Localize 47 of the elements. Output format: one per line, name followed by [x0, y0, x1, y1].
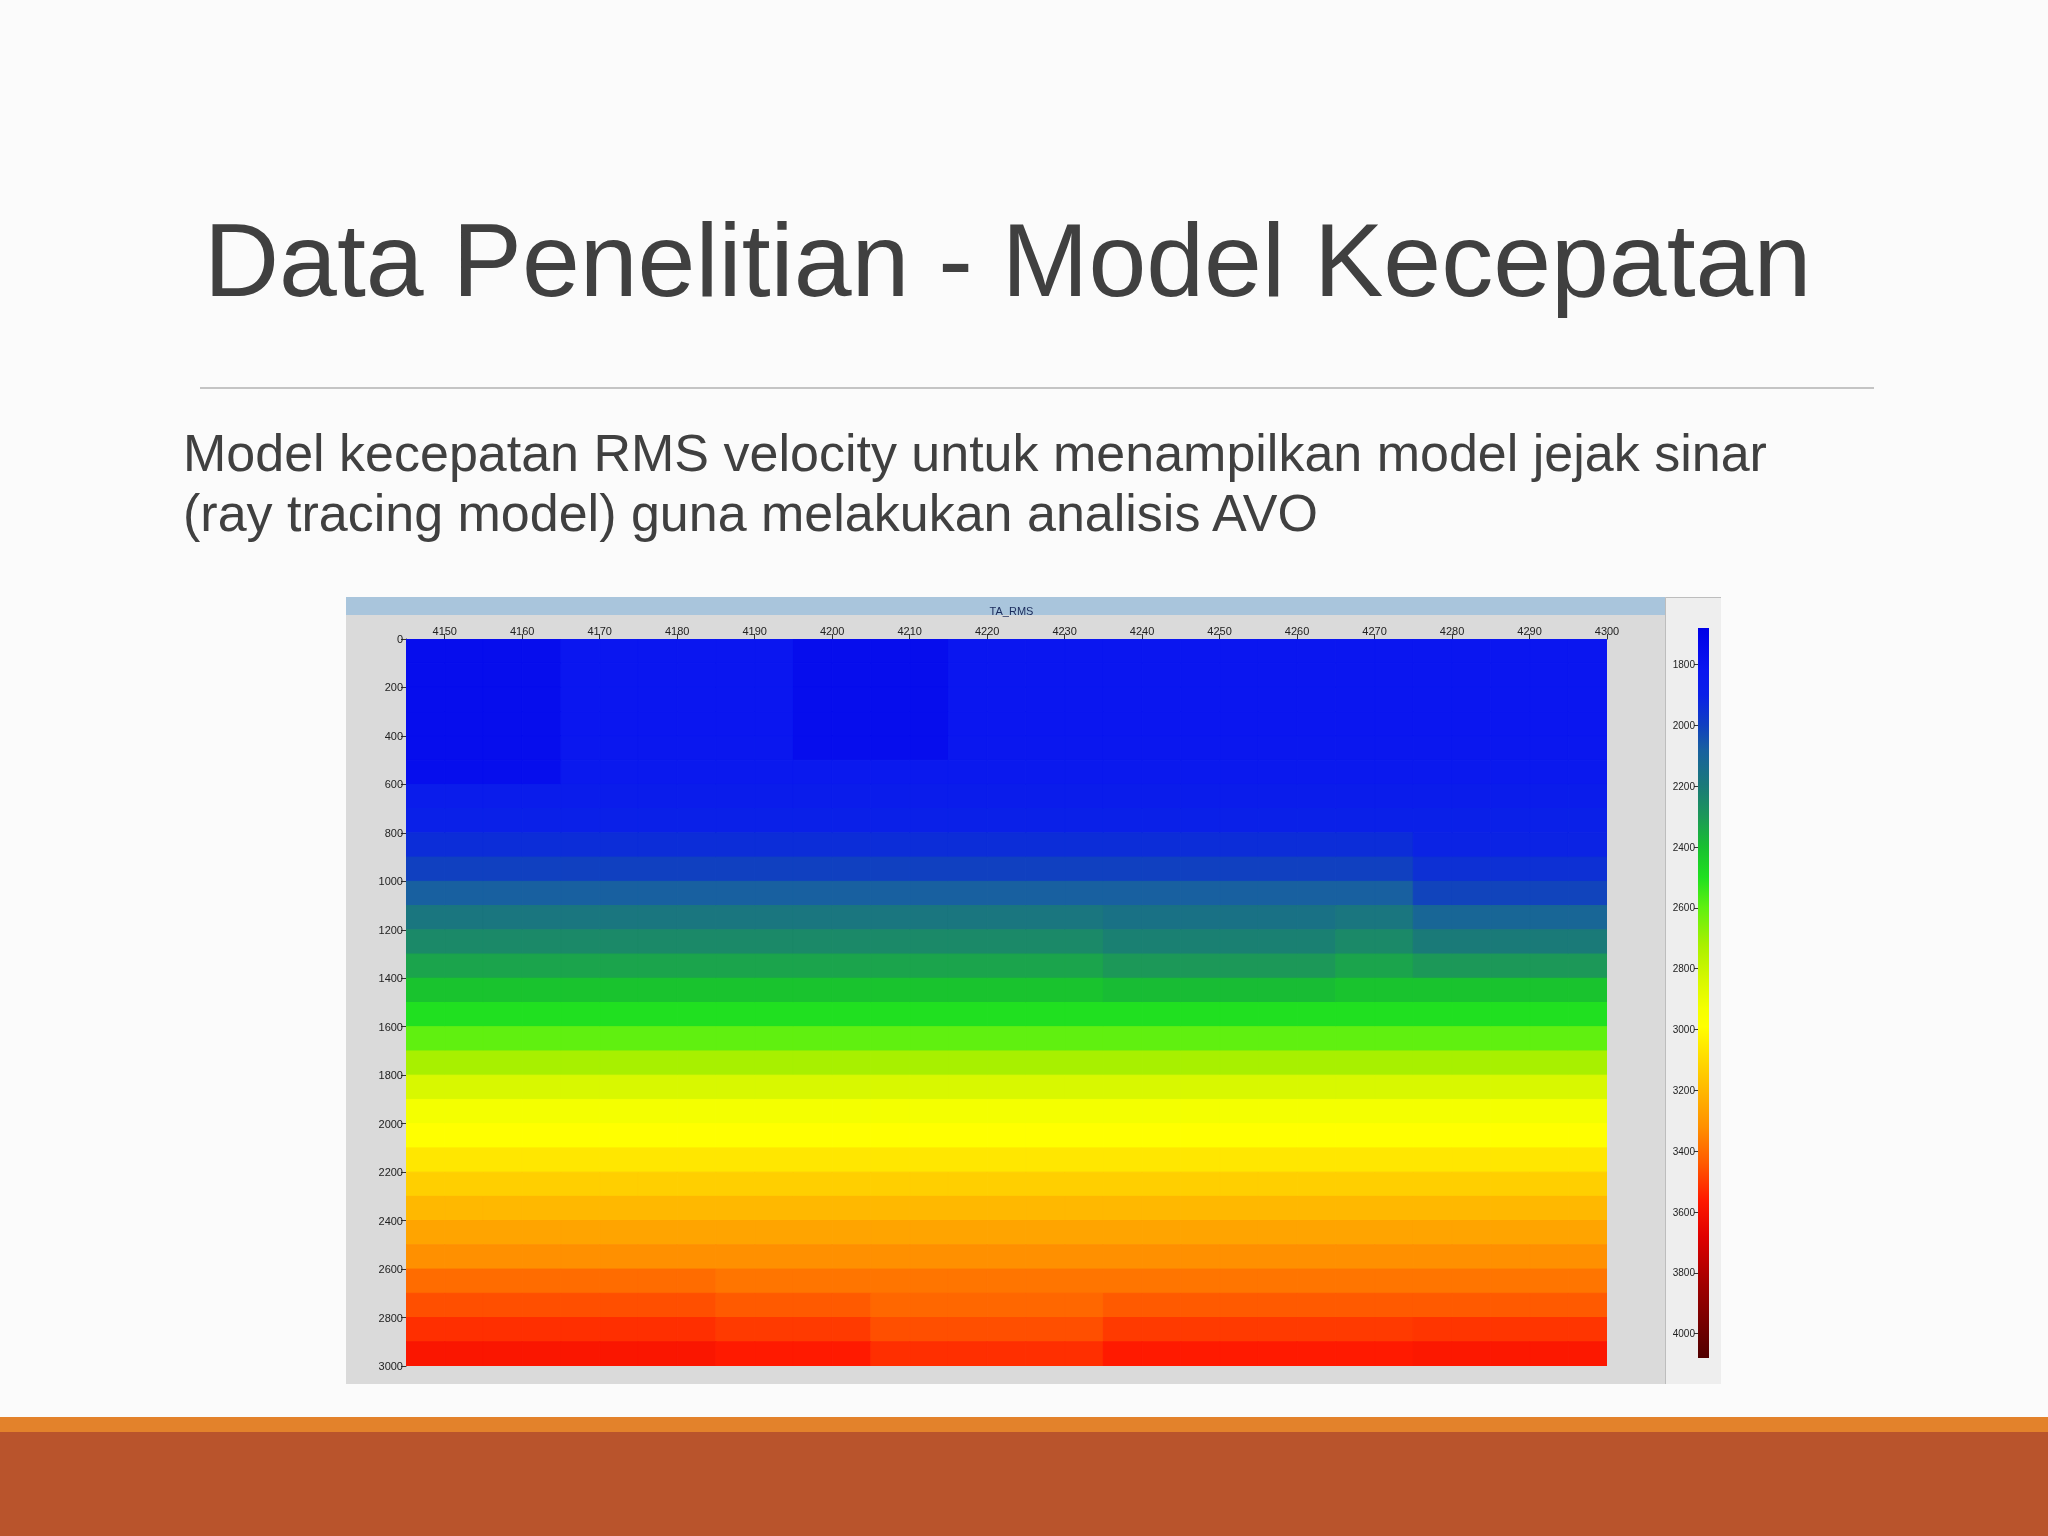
y-tick-label: 2800	[378, 1311, 403, 1324]
y-tick-label: 800	[384, 826, 403, 839]
x-tick-label: 4210	[897, 624, 922, 637]
color-bar-label: 4000	[1672, 1328, 1696, 1340]
y-tick-label: 2400	[378, 1214, 403, 1227]
x-tick-label: 4170	[587, 624, 612, 637]
text: TA_RMS	[989, 604, 1034, 617]
y-tick-label: 2600	[378, 1263, 403, 1276]
y-tick-label: 1200	[378, 923, 403, 936]
x-tick-label: 4300	[1594, 624, 1620, 637]
x-tick-label: 4230	[1052, 624, 1077, 637]
x-tick-label: 4150	[432, 624, 457, 637]
x-tick-label: 4240	[1129, 624, 1155, 637]
color-bar-label: 3600	[1672, 1206, 1696, 1218]
x-tick-label: 4160	[509, 624, 535, 637]
color-bar-label: 2200	[1672, 780, 1696, 792]
x-tick-label: 4250	[1207, 624, 1232, 637]
color-bar-label: 2400	[1672, 841, 1696, 853]
y-tick-label: 3000	[378, 1360, 403, 1372]
y-tick-label: 1600	[378, 1020, 403, 1033]
x-tick-label: 4220	[974, 624, 1000, 637]
y-tick-label: 2000	[378, 1117, 403, 1130]
color-bar-label: 3400	[1672, 1145, 1696, 1157]
x-tick-label: 4180	[664, 624, 690, 637]
x-tick-label: 4280	[1439, 624, 1465, 637]
color-bar-label: 2000	[1672, 719, 1696, 731]
y-tick-label: 400	[384, 729, 403, 742]
y-tick-label: 600	[384, 778, 403, 791]
y-tick-label: 0	[396, 633, 403, 645]
y-tick-label: 1400	[378, 972, 403, 985]
color-bar-label: 3800	[1672, 1267, 1696, 1279]
x-tick-label: 4290	[1517, 624, 1542, 637]
x-tick-label: 4200	[819, 624, 845, 637]
y-tick-label: 200	[384, 681, 403, 694]
y-tick-label: 1800	[378, 1069, 403, 1082]
color-bar-label: 3000	[1672, 1024, 1696, 1035]
y-tick-label: 2200	[378, 1166, 403, 1179]
chart-title: Data Penelitian - Model Kecepatan	[204, 201, 1812, 320]
y-tick-label: 1000	[378, 875, 403, 888]
color-bar-label: 3200	[1672, 1084, 1696, 1096]
chart-subtitle: Model kecepatan RMS velocity untuk menampilkan model jejak sinar (ray tracing model) guna melakukan analisis AVO	[183, 423, 1768, 543]
color-bar-label: 1800	[1672, 659, 1696, 670]
x-tick-label: 4190	[742, 624, 767, 637]
color-bar-label: 2800	[1672, 963, 1696, 975]
x-tick-label: 4260	[1284, 624, 1310, 637]
color-bar-label: 2600	[1672, 902, 1696, 914]
x-tick-label: 4270	[1362, 624, 1387, 637]
